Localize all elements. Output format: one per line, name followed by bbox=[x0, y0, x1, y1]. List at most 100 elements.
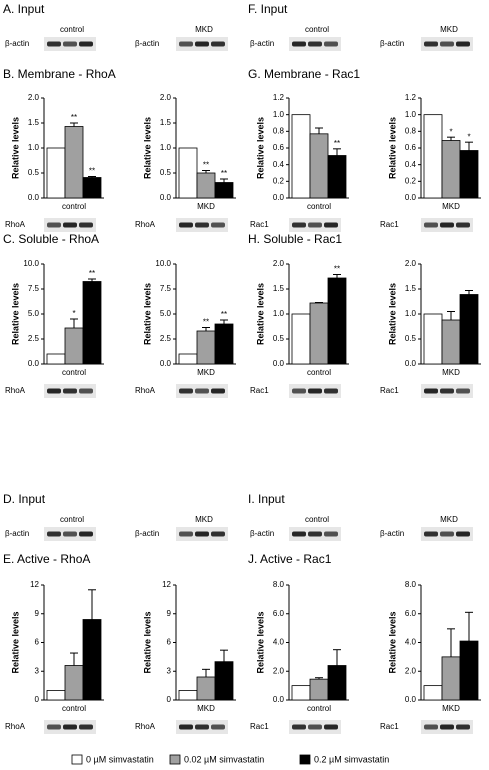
y-tick-label: 0.2 bbox=[405, 176, 417, 185]
blot-label: RhoA bbox=[5, 220, 26, 229]
bar bbox=[46, 353, 66, 365]
bar bbox=[196, 676, 216, 701]
group-label: control bbox=[60, 515, 84, 524]
y-axis-label: Relative levels bbox=[10, 611, 20, 673]
y-tick-label: 9 bbox=[35, 609, 40, 618]
blot-band bbox=[63, 724, 77, 730]
panel-title: E. Active - RhoA bbox=[3, 552, 90, 566]
y-axis-label: Relative levels bbox=[387, 117, 397, 179]
blot-band bbox=[292, 531, 306, 537]
legend-swatch bbox=[299, 754, 311, 765]
significance: ** bbox=[221, 169, 227, 178]
significance: ** bbox=[203, 161, 209, 170]
bar bbox=[291, 685, 311, 701]
panel-title: C. Soluble - RhoA bbox=[3, 232, 99, 246]
blot-band bbox=[211, 724, 225, 730]
panel-title: H. Soluble - Rac1 bbox=[248, 232, 342, 246]
y-tick-label: 0.0 bbox=[28, 193, 40, 202]
y-axis-label: Relative levels bbox=[255, 611, 265, 673]
y-tick-label: 7.5 bbox=[160, 284, 172, 293]
blot-label: β-actin bbox=[250, 39, 274, 48]
blot-band bbox=[440, 724, 454, 730]
y-tick-label: 0.4 bbox=[405, 160, 417, 169]
blot-band bbox=[292, 41, 306, 47]
bar bbox=[327, 155, 347, 199]
blot-band bbox=[440, 222, 454, 228]
blot-band bbox=[79, 531, 93, 537]
y-tick-label: 2.0 bbox=[405, 666, 417, 675]
blot-band bbox=[308, 388, 322, 394]
blot-band bbox=[308, 531, 322, 537]
blot-band bbox=[456, 222, 470, 228]
blot-label: RhoA bbox=[135, 220, 156, 229]
y-tick-label: 1.5 bbox=[28, 118, 40, 127]
blot-band bbox=[324, 724, 338, 730]
blot-band bbox=[211, 41, 225, 47]
significance: ** bbox=[89, 167, 95, 176]
y-tick-label: 0 bbox=[35, 695, 40, 704]
blot-label: RhoA bbox=[5, 722, 26, 731]
bar bbox=[64, 665, 84, 701]
y-tick-label: 0.0 bbox=[273, 359, 285, 368]
bar bbox=[82, 177, 102, 199]
y-tick-label: 0.5 bbox=[160, 168, 172, 177]
y-tick-label: 1.0 bbox=[28, 143, 40, 152]
y-tick-label: 0.2 bbox=[273, 176, 285, 185]
y-tick-label: 0.5 bbox=[273, 334, 285, 343]
blot-band bbox=[211, 531, 225, 537]
y-tick-label: 0.5 bbox=[28, 168, 40, 177]
y-tick-label: 0.4 bbox=[273, 160, 285, 169]
y-axis-label: Relative levels bbox=[255, 283, 265, 345]
significance: ** bbox=[203, 318, 209, 327]
y-axis-label: Relative levels bbox=[255, 117, 265, 179]
significance: * bbox=[449, 127, 452, 136]
y-axis-label: Relative levels bbox=[387, 283, 397, 345]
blot-band bbox=[456, 388, 470, 394]
blot-band bbox=[324, 222, 338, 228]
blot-band bbox=[440, 531, 454, 537]
bar bbox=[46, 147, 66, 199]
blot-band bbox=[195, 531, 209, 537]
bar bbox=[441, 140, 461, 199]
bar bbox=[178, 690, 198, 701]
y-tick-label: 2.0 bbox=[28, 93, 40, 102]
y-tick-label: 5.0 bbox=[28, 309, 40, 318]
significance: * bbox=[467, 132, 470, 141]
significance: * bbox=[72, 309, 75, 318]
bar bbox=[459, 294, 479, 365]
blot-label: β-actin bbox=[135, 39, 159, 48]
bar bbox=[46, 690, 66, 701]
y-tick-label: 2.0 bbox=[160, 93, 172, 102]
blot-label: β-actin bbox=[5, 39, 29, 48]
bar bbox=[327, 277, 347, 365]
blot-band bbox=[79, 724, 93, 730]
bar bbox=[82, 281, 102, 365]
y-tick-label: 3 bbox=[35, 666, 40, 675]
blot-band bbox=[47, 531, 61, 537]
significance: ** bbox=[221, 310, 227, 319]
x-axis-label: MKD bbox=[197, 202, 215, 211]
blot-band bbox=[424, 531, 438, 537]
y-tick-label: 6 bbox=[35, 638, 40, 647]
y-tick-label: 0.0 bbox=[273, 193, 285, 202]
blot-label: RhoA bbox=[5, 386, 26, 395]
blot-band bbox=[195, 724, 209, 730]
group-label: MKD bbox=[195, 515, 213, 524]
y-tick-label: 0.0 bbox=[160, 193, 172, 202]
blot-band bbox=[195, 41, 209, 47]
blot-band bbox=[456, 41, 470, 47]
y-tick-label: 1.5 bbox=[405, 284, 417, 293]
blot-label: Rac1 bbox=[380, 220, 399, 229]
blot-band bbox=[308, 222, 322, 228]
x-axis-label: control bbox=[62, 202, 86, 211]
bar bbox=[214, 182, 234, 199]
blot-band bbox=[324, 41, 338, 47]
y-tick-label: 0.0 bbox=[405, 695, 417, 704]
blot-band bbox=[424, 41, 438, 47]
x-axis-label: MKD bbox=[442, 704, 460, 713]
significance: ** bbox=[89, 269, 95, 278]
y-tick-label: 4.0 bbox=[405, 638, 417, 647]
bar bbox=[64, 126, 84, 199]
y-tick-label: 9 bbox=[167, 609, 172, 618]
bar bbox=[309, 133, 329, 199]
